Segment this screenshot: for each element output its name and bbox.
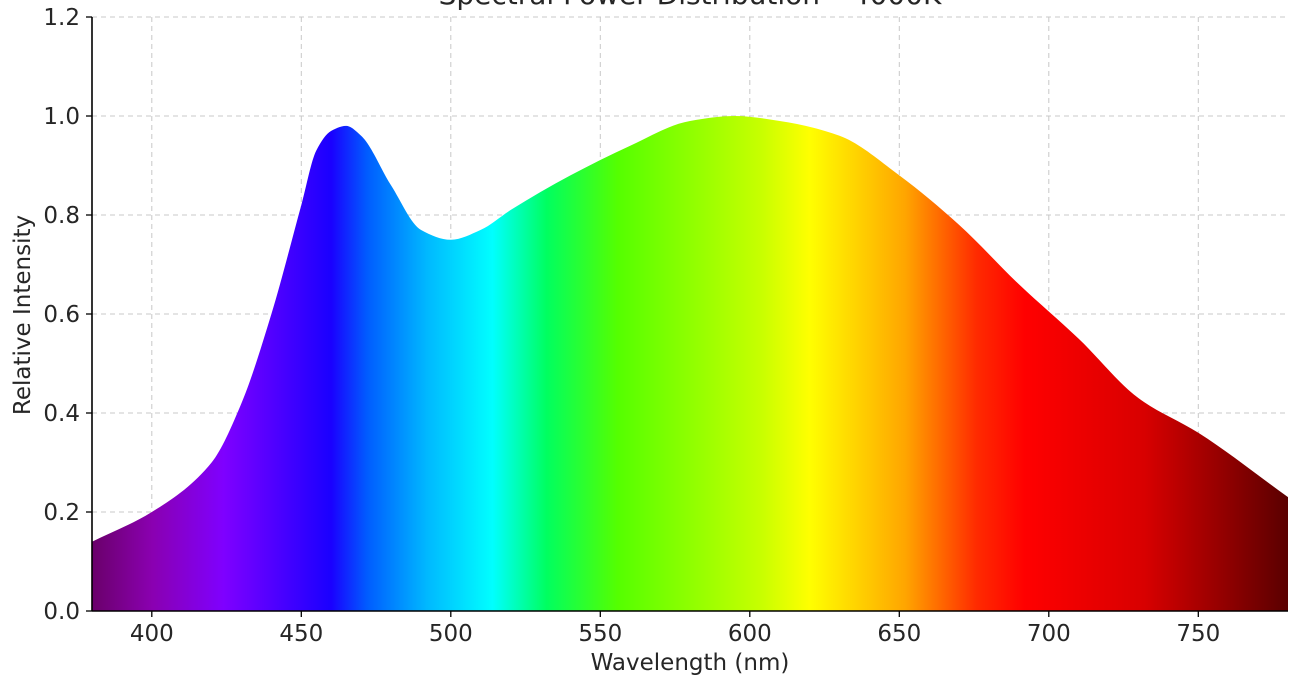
y-tick-label: 0.0	[43, 599, 80, 625]
x-axis-label: Wavelength (nm)	[591, 650, 790, 676]
spectrum-area	[92, 116, 1288, 611]
x-tick-label: 400	[130, 621, 174, 647]
y-tick-label: 1.0	[43, 104, 80, 130]
y-tick-label: 0.2	[43, 500, 80, 526]
chart-title: Spectral Power Distribution – 4000K	[439, 0, 942, 11]
x-axis-ticks: 400 450 500 550 600 650 700 750	[130, 611, 1220, 647]
y-tick-label: 0.8	[43, 203, 80, 229]
y-tick-label: 0.4	[43, 401, 80, 427]
x-tick-label: 700	[1027, 621, 1071, 647]
x-tick-label: 550	[578, 621, 622, 647]
y-axis-ticks: 0.0 0.2 0.4 0.6 0.8 1.0 1.2	[43, 5, 92, 625]
x-tick-label: 750	[1176, 621, 1220, 647]
x-tick-label: 500	[429, 621, 473, 647]
x-tick-label: 600	[728, 621, 772, 647]
y-tick-label: 1.2	[43, 5, 80, 31]
x-tick-label: 650	[877, 621, 921, 647]
y-tick-label: 0.6	[43, 302, 80, 328]
x-tick-label: 450	[279, 621, 323, 647]
y-axis-label: Relative Intensity	[10, 215, 36, 415]
